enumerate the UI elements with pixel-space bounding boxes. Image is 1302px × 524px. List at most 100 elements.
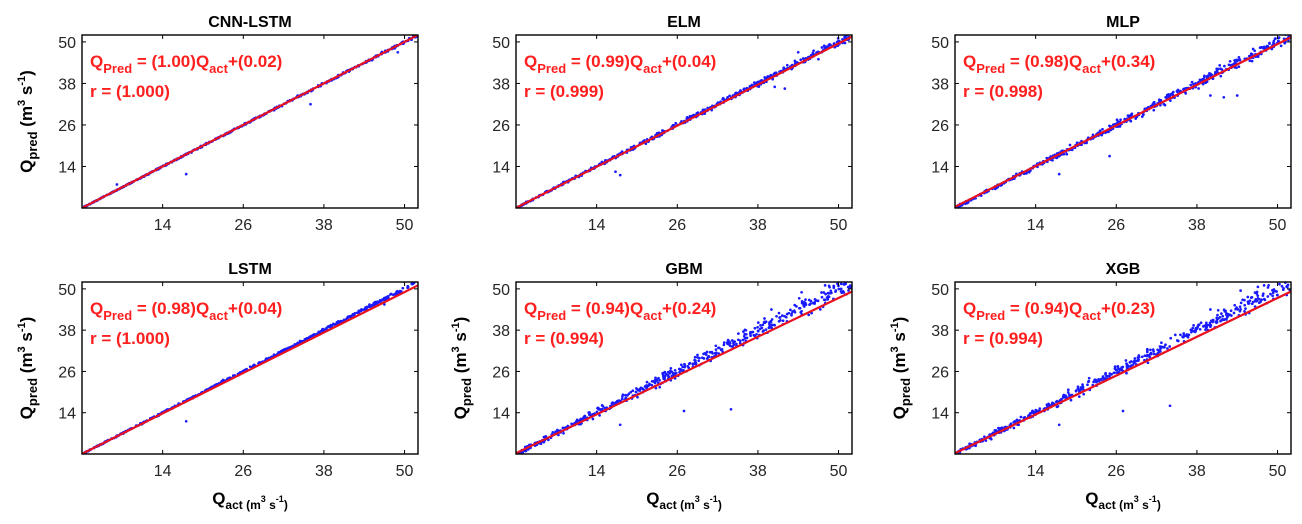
eq-q-pred: Q — [90, 52, 103, 71]
data-point — [704, 353, 708, 356]
data-point — [720, 347, 724, 351]
data-point — [742, 334, 746, 338]
data-point — [1182, 87, 1186, 91]
data-point — [789, 308, 792, 312]
x-tick-label: 50 — [1269, 217, 1287, 234]
plot-area — [955, 35, 1291, 208]
r-prefix: r = — [524, 82, 550, 101]
data-point — [832, 284, 836, 288]
data-point — [551, 431, 555, 434]
data-point — [803, 300, 806, 304]
data-point — [1189, 83, 1193, 87]
x-label-q: Q — [212, 489, 225, 508]
data-point — [693, 358, 696, 362]
data-point — [711, 352, 714, 355]
data-point — [1185, 333, 1189, 337]
data-point — [1060, 397, 1063, 401]
data-point — [1113, 365, 1117, 368]
data-point — [807, 313, 811, 317]
data-point — [1082, 392, 1086, 396]
data-point — [579, 417, 583, 421]
x-tick-label: 38 — [1188, 463, 1206, 480]
data-point — [846, 285, 850, 289]
data-point — [697, 359, 701, 363]
data-point — [1198, 327, 1202, 331]
data-point — [1133, 357, 1137, 360]
data-point — [1126, 114, 1130, 117]
data-point — [761, 323, 765, 327]
data-point — [1141, 113, 1145, 117]
data-point — [1225, 313, 1228, 317]
data-point — [687, 366, 691, 370]
regression-equation: QPred = (1.00)Qact+(0.02) — [90, 52, 282, 76]
y-tick-label: 50 — [58, 282, 76, 299]
data-point — [1272, 289, 1275, 293]
data-point — [744, 328, 748, 332]
x-tick-label: 14 — [588, 217, 606, 234]
data-point — [800, 290, 803, 294]
data-point — [614, 400, 618, 404]
data-point — [1145, 347, 1149, 351]
data-point — [1250, 295, 1254, 299]
x-label-sup2: -1 — [276, 494, 284, 504]
data-point — [848, 284, 852, 287]
data-point — [309, 102, 312, 106]
data-point — [1261, 292, 1265, 296]
data-point — [1250, 59, 1254, 63]
y-label-sup2: -1 — [450, 322, 462, 332]
data-point — [681, 365, 684, 369]
data-point — [1116, 120, 1120, 123]
data-point — [783, 87, 787, 90]
data-point — [1221, 314, 1225, 318]
data-point — [714, 348, 718, 351]
data-point — [1101, 377, 1105, 380]
data-point — [1101, 127, 1104, 131]
y-axis-label: Qpred (m3 s-1) — [450, 317, 474, 420]
data-point — [664, 372, 668, 376]
data-point — [1151, 348, 1155, 351]
eq-q-pred: Q — [963, 52, 976, 71]
data-point — [1284, 276, 1287, 279]
data-point — [1148, 355, 1152, 359]
y-tick-label: 38 — [58, 323, 76, 340]
correlation-r: r = (1.000) — [90, 329, 170, 348]
data-point — [1061, 396, 1065, 399]
eq-q-act: Q — [1069, 52, 1082, 71]
data-point — [1098, 129, 1102, 133]
x-label-sub: act (m — [225, 498, 260, 512]
data-point — [823, 298, 827, 302]
data-point — [1087, 376, 1091, 380]
data-point — [655, 131, 659, 135]
y-tick-label: 14 — [58, 406, 76, 423]
r-value: (0.998) — [989, 82, 1043, 101]
y-label-sub: pred — [898, 378, 913, 406]
data-point — [1223, 310, 1227, 313]
x-tick-label: 26 — [234, 463, 252, 480]
r-value: (1.000) — [116, 329, 170, 348]
eq-act-subscript: act — [1082, 308, 1101, 323]
r-prefix: r = — [90, 82, 116, 101]
regression-equation: QPred = (0.99)Qact+(0.04) — [524, 52, 716, 76]
data-point — [329, 324, 333, 328]
data-point — [797, 296, 801, 300]
data-point — [1244, 307, 1247, 310]
data-point — [679, 368, 683, 371]
regression-equation: QPred = (0.94)Qact+(0.23) — [963, 299, 1155, 323]
data-point — [1237, 65, 1241, 69]
x-tick-label: 14 — [1027, 463, 1045, 480]
data-point — [783, 314, 786, 318]
data-point — [396, 291, 399, 294]
correlation-r: r = (0.994) — [963, 329, 1043, 348]
data-point — [802, 303, 805, 307]
y-axis-label: Qpred (m3 s-1) — [889, 317, 913, 420]
data-point — [1175, 339, 1179, 342]
data-point — [775, 314, 778, 318]
data-point — [741, 338, 745, 342]
data-point — [1215, 67, 1219, 71]
data-point — [1031, 410, 1035, 414]
data-point — [621, 395, 624, 398]
data-point — [842, 291, 846, 294]
y-tick-label: 38 — [931, 76, 949, 93]
data-point — [745, 336, 749, 340]
